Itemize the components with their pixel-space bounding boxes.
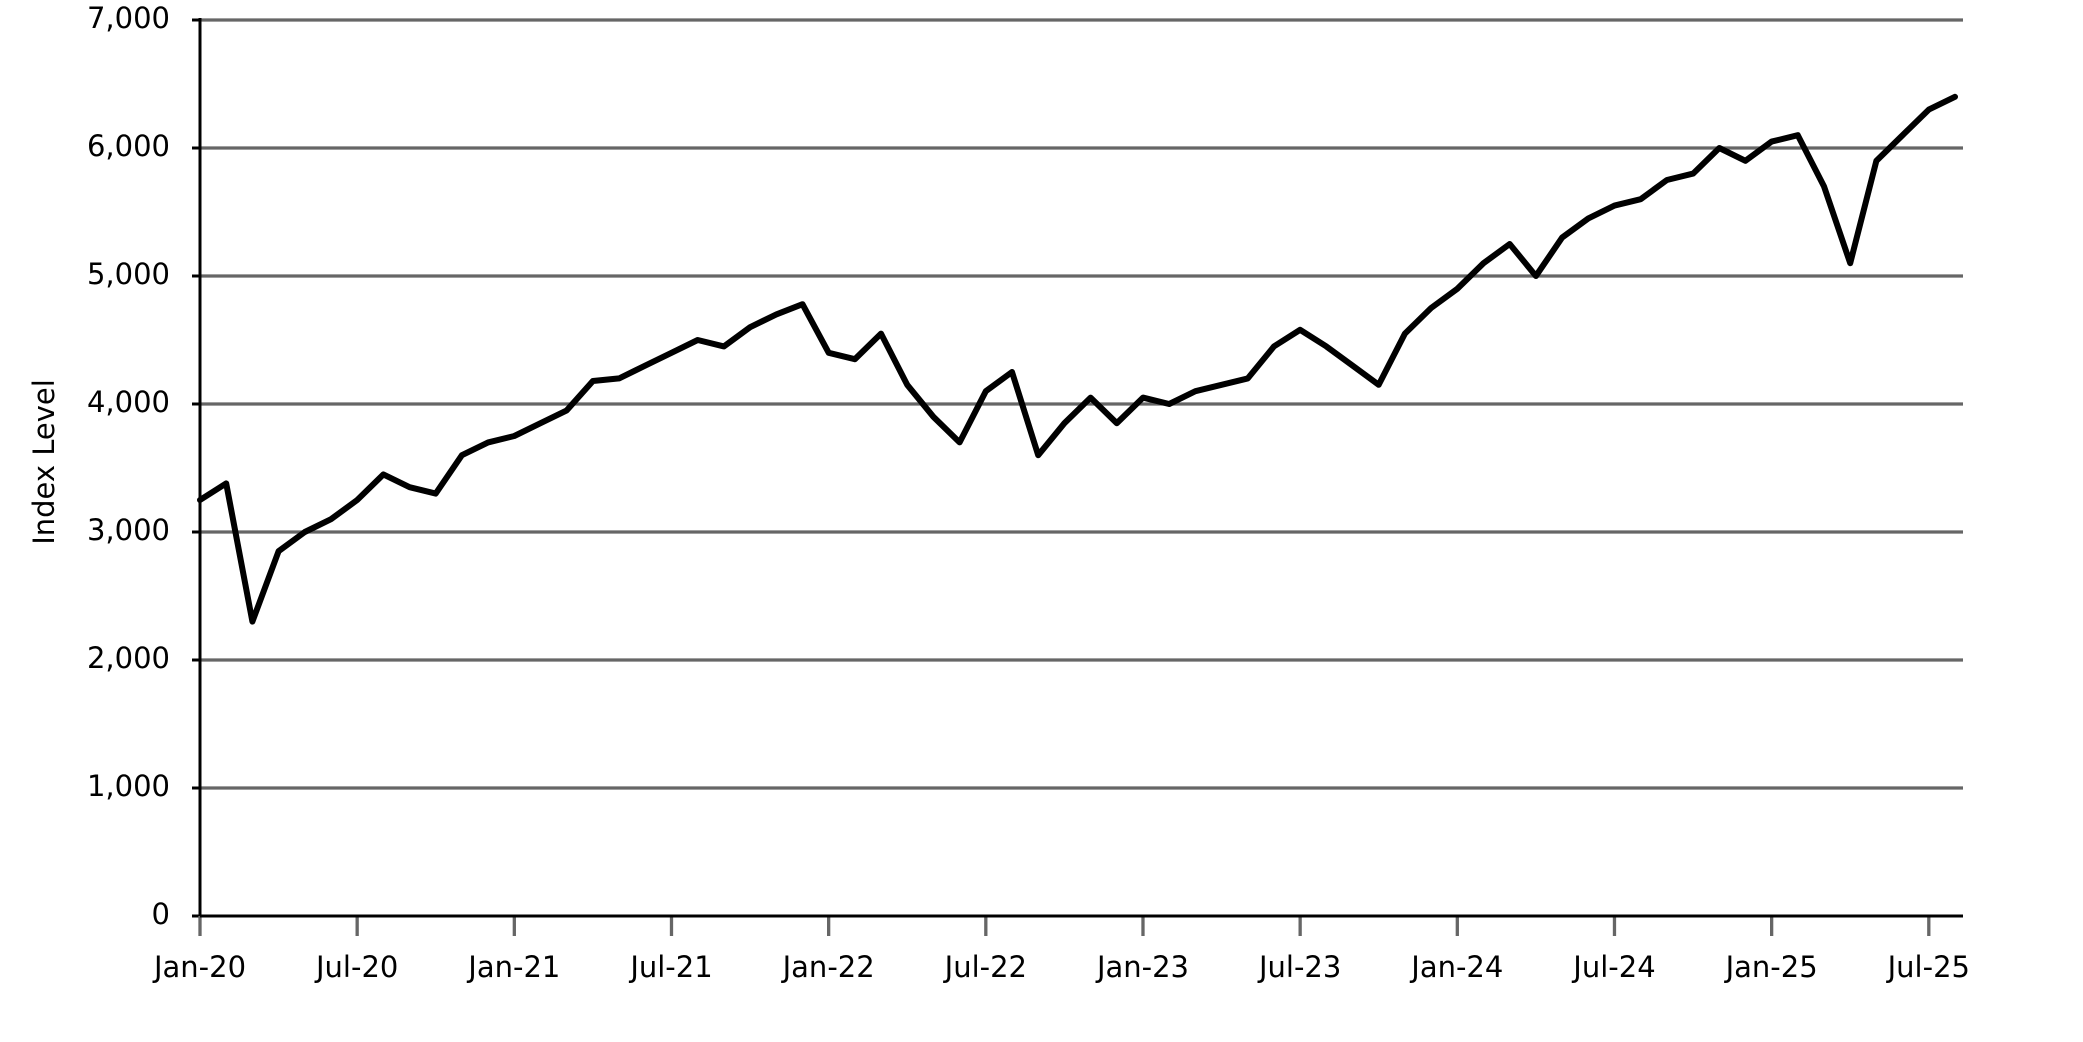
- x-tick-label: Jul-23: [1257, 950, 1341, 984]
- x-tick-label: Jan-23: [1095, 950, 1189, 984]
- y-tick-label: 2,000: [87, 641, 170, 675]
- x-tick-label: Jul-20: [314, 950, 398, 984]
- x-tick-label: Jul-22: [943, 950, 1027, 984]
- y-tick-label: 4,000: [87, 385, 170, 419]
- x-tick-label: Jul-21: [628, 950, 712, 984]
- x-tick-label: Jan-22: [781, 950, 875, 984]
- x-tick-label: Jan-25: [1724, 950, 1818, 984]
- x-tick-label: Jan-24: [1409, 950, 1503, 984]
- x-tick-label: Jul-24: [1571, 950, 1655, 984]
- y-tick-label: 3,000: [87, 513, 170, 547]
- y-tick-label: 7,000: [87, 1, 170, 35]
- data-line: [197, 93, 1958, 625]
- x-tick-label: Jan-20: [152, 950, 246, 984]
- y-tick-label: 6,000: [87, 129, 170, 163]
- y-tick-label: 1,000: [87, 769, 170, 803]
- x-tick-label: Jul-25: [1886, 950, 1970, 984]
- y-axis-label: Index Level: [27, 379, 61, 545]
- x-tick-label: Jan-21: [466, 950, 560, 984]
- y-tick-label: 0: [152, 897, 170, 931]
- y-tick-label: 5,000: [87, 257, 170, 291]
